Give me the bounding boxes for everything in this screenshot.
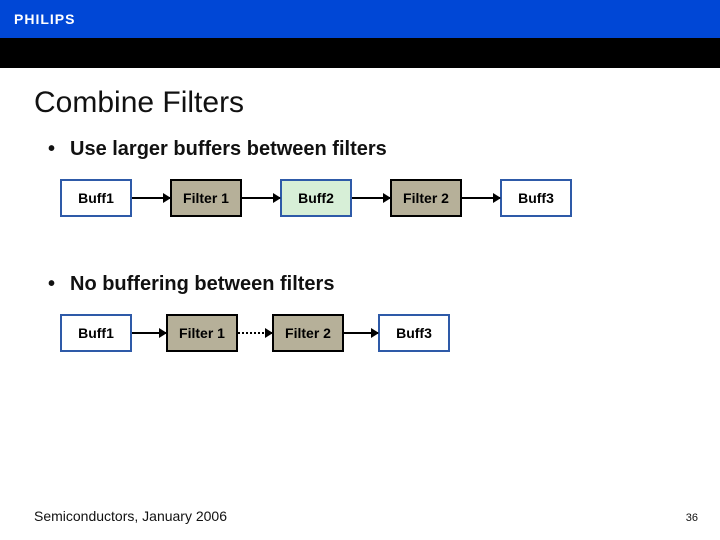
filter-node: Filter 2 — [272, 314, 344, 352]
buffer-node: Buff2 — [280, 179, 352, 217]
arrow — [238, 332, 272, 334]
buffer-node: Buff1 — [60, 314, 132, 352]
diagram-row-2: Buff1 Filter 1 Filter 2 Buff3 — [60, 314, 686, 352]
slide-title: Combine Filters — [34, 86, 686, 120]
top-bar: PHILIPS — [0, 0, 720, 38]
filter-node: Filter 1 — [166, 314, 238, 352]
diagram-row-1: Buff1 Filter 1 Buff2 Filter 2 Buff3 — [60, 179, 686, 217]
filter-node: Filter 1 — [170, 179, 242, 217]
filter-node: Filter 2 — [390, 179, 462, 217]
philips-logo: PHILIPS — [8, 8, 81, 30]
footer-text: Semiconductors, January 2006 — [34, 508, 227, 524]
page-number: 36 — [686, 512, 698, 524]
arrow — [132, 197, 170, 199]
bullet-2: No buffering between filters — [52, 273, 686, 296]
arrow — [462, 197, 500, 199]
buffer-node: Buff3 — [500, 179, 572, 217]
arrow — [352, 197, 390, 199]
arrow — [344, 332, 378, 334]
buffer-node: Buff3 — [378, 314, 450, 352]
arrow — [242, 197, 280, 199]
bullet-1: Use larger buffers between filters — [52, 138, 686, 161]
black-bar — [0, 38, 720, 68]
buffer-node: Buff1 — [60, 179, 132, 217]
arrow — [132, 332, 166, 334]
slide-content: Combine Filters Use larger buffers betwe… — [0, 68, 720, 352]
